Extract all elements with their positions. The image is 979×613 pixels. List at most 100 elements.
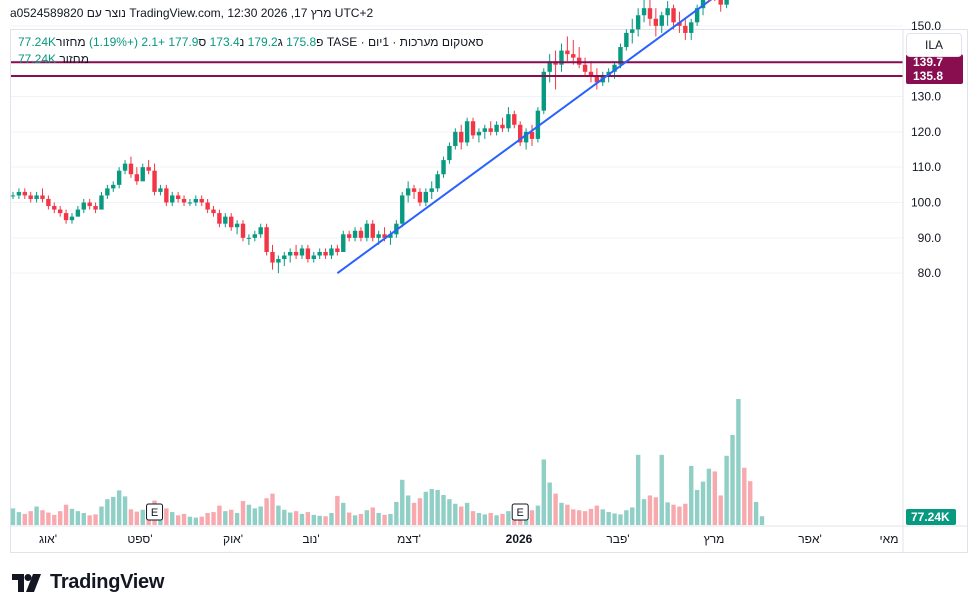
volume-bar <box>335 495 340 525</box>
candle-body <box>305 248 311 260</box>
candle-body <box>158 188 163 192</box>
volume-bar <box>411 502 417 525</box>
volume-bar <box>712 471 718 525</box>
candle-body <box>341 234 346 252</box>
candle <box>594 68 600 90</box>
candle-body <box>482 128 488 132</box>
volume-bar <box>724 455 729 525</box>
candle-body <box>329 248 334 256</box>
volume-bar <box>305 512 311 525</box>
candle <box>571 39 576 65</box>
volume-bar <box>81 513 86 525</box>
candle-body <box>22 191 27 196</box>
candle-body <box>630 29 635 33</box>
volume-bar <box>488 513 493 525</box>
candle <box>665 1 670 26</box>
volume-bar <box>87 515 92 525</box>
volume-bar <box>69 508 75 525</box>
candle-body <box>217 213 222 224</box>
candle-body <box>435 174 440 189</box>
candle-body <box>46 198 51 207</box>
candle-body <box>234 223 240 228</box>
candle <box>205 198 210 214</box>
candle <box>223 213 228 228</box>
candle-body <box>193 198 199 203</box>
price-label-box <box>906 68 963 85</box>
candle <box>435 170 440 192</box>
candle-body <box>453 131 458 146</box>
earnings-marker: E <box>511 503 529 521</box>
candle-body <box>140 167 145 182</box>
candle-body <box>311 255 316 260</box>
volume-bar <box>175 515 181 525</box>
volume-bar <box>264 498 269 525</box>
candle <box>529 124 535 146</box>
candle-body <box>364 223 370 238</box>
tradingview-logo-icon <box>12 573 41 592</box>
close-label: ס <box>198 35 207 49</box>
candle <box>10 191 16 199</box>
candle-body <box>671 8 676 23</box>
candle-body <box>700 0 706 9</box>
candle-body <box>665 8 670 16</box>
candle-body <box>128 163 134 175</box>
volume-bar <box>612 513 617 525</box>
volume-bar <box>689 465 694 525</box>
volume-bar <box>352 515 358 525</box>
time-tick-label: אוק' <box>223 532 243 546</box>
volume-bar <box>453 503 458 525</box>
candle-body <box>447 145 452 161</box>
candle <box>576 47 582 69</box>
candle-body <box>417 191 423 203</box>
candle-body <box>559 50 564 65</box>
currency-button[interactable]: ILA <box>906 33 962 57</box>
candle-body <box>423 191 429 203</box>
volume-bar <box>565 504 570 525</box>
volume-bar <box>429 489 434 525</box>
blue-trend-line <box>336 0 713 274</box>
volume-bar <box>329 513 334 525</box>
candle <box>714 0 716 2</box>
candle-body <box>405 188 411 196</box>
volume-bar <box>164 508 169 525</box>
candle <box>488 121 493 136</box>
candle <box>258 223 263 238</box>
candle-body <box>376 234 381 238</box>
candle <box>476 128 482 143</box>
candle <box>659 11 664 33</box>
volume-bar <box>736 399 741 525</box>
candle-body <box>105 188 110 196</box>
candle-body <box>547 61 552 72</box>
candle <box>282 251 287 267</box>
candle <box>57 206 63 217</box>
volume-bar <box>683 503 688 525</box>
candle <box>553 50 558 90</box>
candle-body <box>641 8 647 16</box>
volume-bar <box>559 502 564 525</box>
time-tick-label: מרץ <box>704 532 725 546</box>
price-tick-label: 100.0 <box>911 196 941 210</box>
candle-body <box>16 191 22 196</box>
candle-body <box>111 184 116 189</box>
chart-frame[interactable] <box>10 29 968 553</box>
tradingview-logo[interactable]: TradingView <box>12 571 164 594</box>
volume-bar <box>635 454 641 525</box>
volume-bar <box>252 508 258 525</box>
volume-bar <box>223 511 228 525</box>
candle <box>28 191 33 203</box>
close-value: 177.9 <box>168 35 199 49</box>
candle-body <box>175 195 181 199</box>
time-tick-label: פבר' <box>606 532 629 546</box>
candle-body <box>718 0 723 5</box>
volume-bar <box>205 513 210 525</box>
volume-bar <box>500 513 505 525</box>
candle <box>111 181 116 192</box>
volume-bar <box>441 495 446 525</box>
candle-body <box>565 50 570 55</box>
candle-body <box>576 57 582 65</box>
volume-bar <box>494 515 499 525</box>
candle <box>459 124 464 150</box>
volume-bar <box>28 511 33 525</box>
